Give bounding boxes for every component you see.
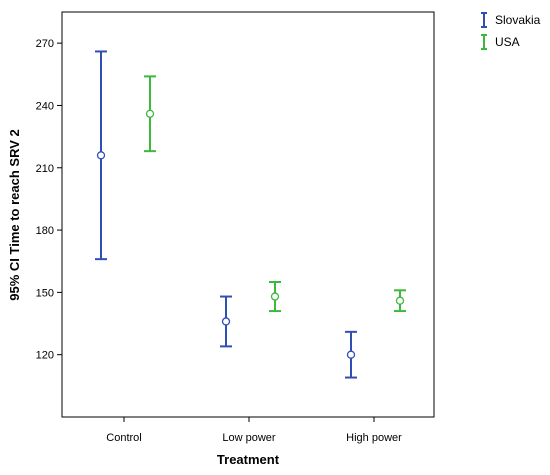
x-tick-label: High power (346, 432, 402, 444)
error-bars (95, 50, 406, 379)
mean-marker (346, 350, 356, 359)
error-bar-usa (394, 289, 406, 313)
mean-marker (270, 292, 280, 301)
x-axis-title: Treatment (217, 452, 280, 467)
error-bar-usa (269, 281, 281, 313)
legend-item-usa: USA (481, 34, 520, 50)
error-bar-usa (144, 75, 156, 153)
error-bar-slovakia (220, 295, 232, 348)
mean-marker (96, 151, 106, 160)
y-axis: 120 150 180 210 240 270 (36, 38, 62, 362)
mean-marker (395, 296, 405, 305)
x-tick-label: Control (106, 432, 141, 444)
y-tick-label: 210 (36, 163, 54, 175)
y-tick-label: 270 (36, 38, 54, 50)
x-axis: Control Low power High power (106, 417, 402, 444)
y-tick-label: 150 (36, 287, 54, 299)
plot-frame (61, 11, 435, 418)
y-axis-title: 95% CI Time to reach SRV 2 (7, 129, 22, 300)
legend-label: USA (495, 35, 520, 49)
y-tick-label: 120 (36, 350, 54, 362)
x-tick-label: Low power (222, 432, 276, 444)
mean-marker (221, 317, 231, 326)
legend-item-slovakia: Slovakia (481, 12, 541, 28)
legend: Slovakia USA (481, 12, 541, 50)
y-tick-label: 240 (36, 100, 54, 112)
mean-marker (145, 109, 155, 118)
y-tick-label: 180 (36, 225, 54, 237)
error-bar-slovakia (95, 50, 107, 261)
error-bar-slovakia (345, 330, 357, 379)
legend-label: Slovakia (495, 13, 541, 27)
